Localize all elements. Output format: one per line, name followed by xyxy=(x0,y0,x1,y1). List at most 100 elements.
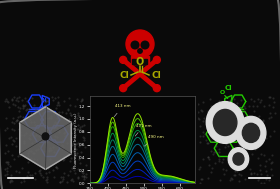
Point xyxy=(26,154,30,157)
Point xyxy=(8,174,13,177)
Point xyxy=(83,172,88,175)
Point xyxy=(45,176,49,179)
Point xyxy=(25,108,30,111)
Point xyxy=(76,168,80,171)
Point xyxy=(7,137,11,140)
Point xyxy=(268,112,272,115)
Point xyxy=(81,174,86,177)
Point xyxy=(82,138,87,141)
Point xyxy=(81,129,85,132)
Point xyxy=(214,145,218,148)
Circle shape xyxy=(233,153,244,165)
Point xyxy=(28,174,33,177)
Point xyxy=(225,109,230,112)
Point xyxy=(206,142,210,145)
Point xyxy=(247,104,251,107)
Point xyxy=(214,139,219,142)
Point xyxy=(228,104,233,107)
Point xyxy=(213,161,218,164)
Point xyxy=(248,122,252,125)
Bar xyxy=(140,59,143,64)
Point xyxy=(15,119,19,122)
Point xyxy=(74,127,79,130)
Point xyxy=(209,149,213,152)
Point xyxy=(22,141,27,144)
Point xyxy=(251,104,256,107)
Circle shape xyxy=(131,41,139,49)
Point xyxy=(55,136,60,139)
Point xyxy=(6,149,11,152)
Point xyxy=(220,157,225,160)
Point xyxy=(22,133,26,136)
Point xyxy=(214,139,218,143)
Point xyxy=(55,103,59,106)
Point xyxy=(248,141,253,144)
Point xyxy=(198,181,202,184)
Point xyxy=(17,106,22,109)
Point xyxy=(29,112,33,115)
Circle shape xyxy=(120,56,127,63)
Point xyxy=(196,110,200,113)
Point xyxy=(29,157,33,160)
Point xyxy=(49,149,53,152)
Point xyxy=(238,106,242,109)
Point xyxy=(258,101,262,104)
Polygon shape xyxy=(20,107,71,169)
Point xyxy=(243,161,248,164)
Point xyxy=(243,106,248,109)
Point xyxy=(18,131,23,134)
Point xyxy=(248,173,253,176)
Point xyxy=(252,126,256,129)
Point xyxy=(273,112,278,115)
Point xyxy=(258,163,262,166)
Point xyxy=(223,141,228,144)
Text: O: O xyxy=(220,90,225,95)
Point xyxy=(232,111,237,114)
Point xyxy=(77,114,81,117)
Point xyxy=(22,180,26,183)
Point xyxy=(66,173,70,176)
Point xyxy=(59,179,64,182)
Point xyxy=(237,130,241,133)
Point xyxy=(82,175,87,178)
Circle shape xyxy=(242,123,260,143)
Point xyxy=(260,127,265,130)
Point xyxy=(218,117,222,120)
Point xyxy=(228,179,232,182)
Point xyxy=(4,117,8,120)
Point xyxy=(232,126,237,129)
Point xyxy=(50,95,54,98)
Point xyxy=(256,177,261,180)
Point xyxy=(31,151,35,154)
Point xyxy=(45,129,49,132)
Point xyxy=(43,149,48,152)
Point xyxy=(34,134,38,137)
Point xyxy=(38,173,43,176)
Point xyxy=(197,166,202,169)
Point xyxy=(199,109,204,112)
Circle shape xyxy=(213,109,237,136)
Point xyxy=(24,126,29,129)
Point xyxy=(237,179,241,182)
Text: 413 nm: 413 nm xyxy=(114,104,130,117)
Point xyxy=(249,172,253,175)
Point xyxy=(79,98,84,101)
Point xyxy=(27,146,32,149)
Point xyxy=(270,153,274,156)
Point xyxy=(253,141,258,144)
Point xyxy=(52,122,57,125)
Point xyxy=(220,118,224,121)
Point xyxy=(44,172,49,175)
Point xyxy=(254,142,258,145)
Point xyxy=(67,111,72,114)
Point xyxy=(15,97,19,100)
Point xyxy=(262,181,266,184)
Point xyxy=(68,156,73,159)
Point xyxy=(60,158,65,161)
Point xyxy=(60,110,64,113)
Circle shape xyxy=(126,30,154,58)
Point xyxy=(231,121,236,124)
Point xyxy=(64,181,69,184)
Point xyxy=(32,103,36,106)
Point xyxy=(34,148,39,151)
